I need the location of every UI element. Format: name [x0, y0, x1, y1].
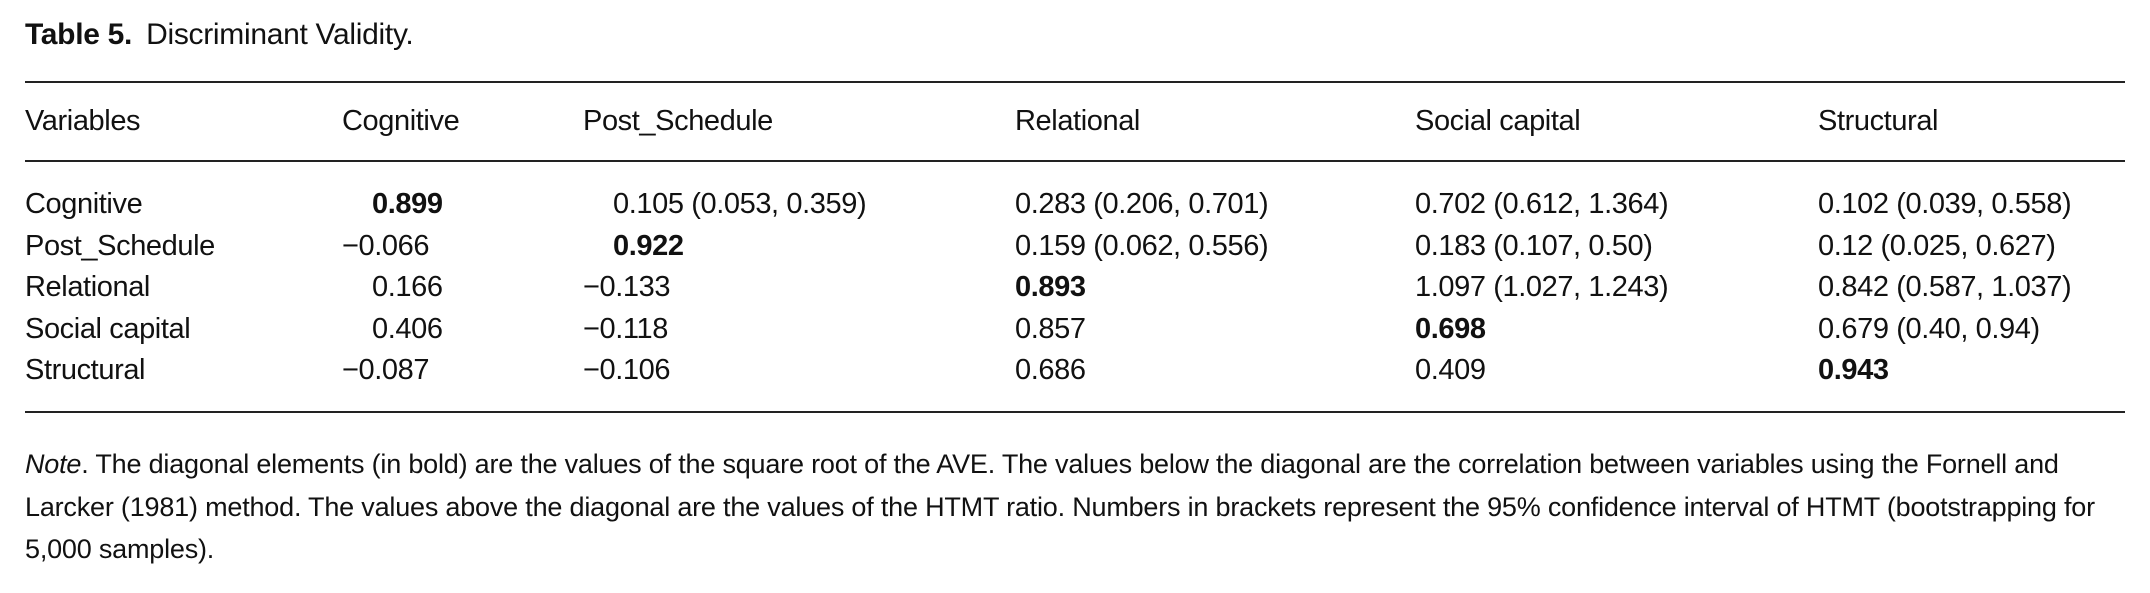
table-cell: 0.166: [372, 271, 443, 303]
diagonal-value: 0.899: [372, 188, 443, 220]
row-label: Cognitive: [25, 188, 143, 220]
note-text: . The diagonal elements (in bold) are th…: [25, 449, 2095, 564]
row-label: Relational: [25, 271, 150, 303]
row-label: Post_Schedule: [25, 229, 215, 262]
table-cell: −0.106: [583, 354, 671, 386]
table-cell: 0.102 (0.039, 0.558): [1818, 188, 2072, 220]
header-rule: [25, 160, 2125, 162]
table-cell: 0.183 (0.107, 0.50): [1415, 229, 1653, 262]
table-cell: 0.409: [1415, 354, 1486, 386]
diagonal-value: 0.893: [1015, 271, 1086, 303]
column-header: Structural: [1818, 105, 1939, 137]
table-cell: 0.686: [1015, 354, 1086, 386]
table-cell: 0.857: [1015, 312, 1086, 345]
table-cell: −0.066: [342, 229, 430, 262]
top-rule: [25, 81, 2125, 83]
table-cell: 0.105 (0.053, 0.359): [613, 188, 867, 220]
note-label: Note: [25, 449, 82, 479]
column-header: Variables: [25, 105, 141, 137]
table-cell: 0.842 (0.587, 1.037): [1818, 271, 2072, 303]
table-title: Discriminant Validity.: [146, 18, 414, 51]
table-cell: 0.12 (0.025, 0.627): [1818, 229, 2056, 262]
bottom-rule: [25, 411, 2125, 413]
column-header: Cognitive: [342, 105, 460, 137]
table-cell: 0.283 (0.206, 0.701): [1015, 188, 1269, 220]
column-header: Social capital: [1415, 105, 1581, 137]
column-header: Relational: [1015, 105, 1140, 137]
table-cell: 0.406: [372, 312, 443, 345]
row-label: Social capital: [25, 312, 191, 345]
table-cell: 0.159 (0.062, 0.556): [1015, 229, 1269, 262]
row-label: Structural: [25, 354, 146, 386]
table-cell: −0.118: [583, 312, 668, 345]
table-note: Note. The diagonal elements (in bold) ar…: [25, 443, 2125, 571]
table-caption: Table 5. Discriminant Validity.: [25, 18, 414, 52]
table-cell: −0.087: [342, 354, 430, 386]
column-header: Post_Schedule: [583, 105, 773, 137]
diagonal-value: 0.943: [1818, 354, 1889, 386]
table-cell: −0.133: [583, 271, 671, 303]
table-label: Table 5.: [25, 18, 133, 51]
diagonal-value: 0.922: [613, 229, 684, 262]
diagonal-value: 0.698: [1415, 312, 1486, 345]
table-cell: 1.097 (1.027, 1.243): [1415, 271, 1669, 303]
table-cell: 0.679 (0.40, 0.94): [1818, 312, 2040, 345]
table-cell: 0.702 (0.612, 1.364): [1415, 188, 1669, 220]
